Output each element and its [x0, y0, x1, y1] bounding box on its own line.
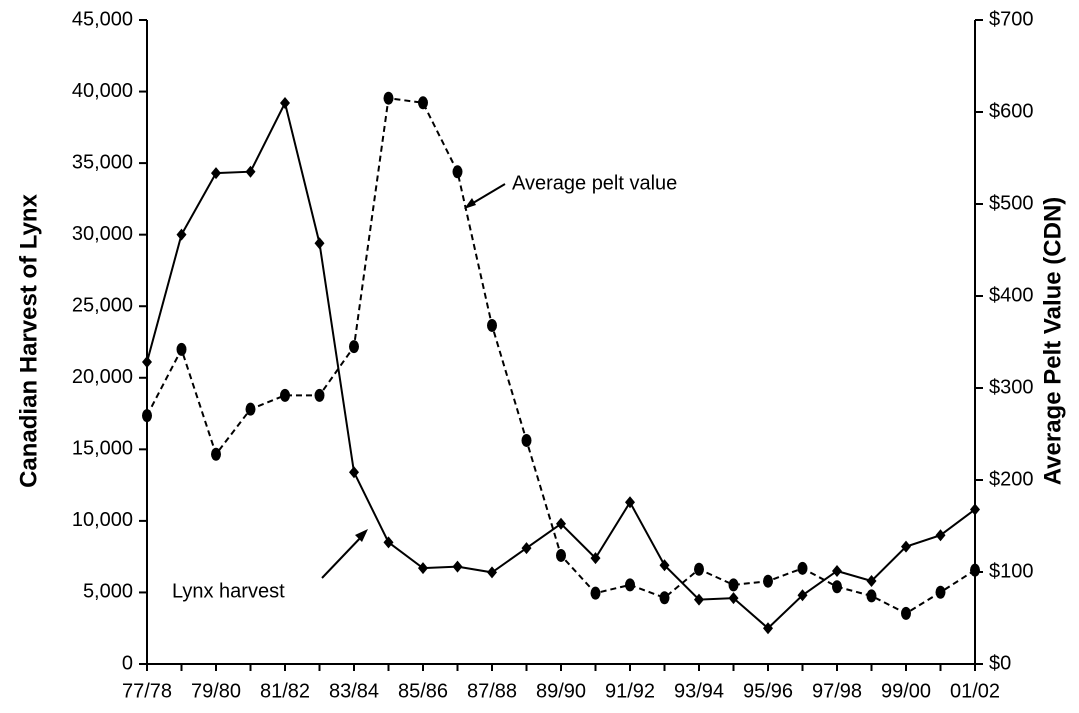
point — [797, 589, 808, 602]
point — [176, 228, 187, 241]
x-tick-label: 97/98 — [812, 680, 862, 702]
y2-tick-label: $0 — [989, 652, 1011, 674]
point — [452, 560, 463, 573]
point — [487, 566, 497, 579]
point — [901, 540, 911, 553]
annotation: Average pelt value — [512, 172, 677, 194]
y-tick-label: 45,000 — [72, 8, 133, 30]
x-tick-label: 01/02 — [950, 680, 1000, 702]
y2-axis-title: Average Pelt Value (CDN) — [1039, 197, 1066, 486]
y2-tick-label: $100 — [989, 560, 1034, 582]
y-tick-label: 0 — [122, 652, 133, 674]
point — [590, 552, 601, 565]
annotation-arrowhead — [355, 529, 368, 542]
point — [521, 433, 532, 447]
point — [176, 342, 187, 356]
point — [383, 536, 394, 549]
point — [866, 589, 877, 603]
point — [763, 574, 773, 588]
point — [487, 318, 497, 332]
point — [728, 592, 739, 605]
annotation-arrowhead — [464, 198, 476, 209]
point — [521, 542, 532, 555]
point — [211, 447, 221, 461]
point — [935, 529, 946, 542]
point — [728, 578, 739, 592]
point — [349, 340, 359, 354]
point — [556, 517, 566, 530]
point — [866, 574, 877, 587]
point — [349, 466, 359, 479]
point — [142, 356, 152, 369]
point — [901, 606, 911, 620]
annotation-arrow — [321, 533, 365, 579]
y-tick-label: 15,000 — [72, 438, 133, 460]
y-tick-label: 10,000 — [72, 509, 133, 531]
point — [832, 580, 842, 594]
y-tick-label: 35,000 — [72, 151, 133, 173]
y2-tick-label: $700 — [989, 8, 1034, 30]
y-tick-label: 30,000 — [72, 223, 133, 245]
x-tick-label: 91/92 — [605, 680, 655, 702]
point — [625, 496, 635, 509]
point — [245, 402, 256, 416]
point — [659, 591, 670, 605]
point — [452, 165, 463, 179]
y-tick-label: 25,000 — [72, 295, 133, 317]
y2-tick-label: $300 — [989, 376, 1034, 398]
point — [694, 593, 704, 606]
annotation: Lynx harvest — [172, 580, 285, 602]
y-axis-title: Canadian Harvest of Lynx — [15, 193, 42, 488]
y2-tick-label: $400 — [989, 284, 1034, 306]
point — [383, 91, 394, 105]
point — [970, 563, 980, 577]
x-tick-label: 89/90 — [536, 680, 586, 702]
point — [935, 585, 946, 599]
point — [418, 562, 428, 575]
y-tick-label: 5,000 — [83, 581, 133, 603]
point — [211, 167, 221, 180]
point — [590, 586, 601, 600]
y2-tick-label: $500 — [989, 192, 1034, 214]
point — [314, 388, 325, 402]
x-tick-label: 93/94 — [674, 680, 724, 702]
point — [142, 409, 152, 423]
point — [418, 96, 428, 110]
point — [280, 97, 290, 110]
x-tick-label: 85/86 — [398, 680, 448, 702]
point — [556, 548, 566, 562]
x-tick-label: 79/80 — [191, 680, 241, 702]
y2-tick-label: $200 — [989, 468, 1034, 490]
y2-tick-label: $600 — [989, 100, 1034, 122]
x-tick-label: 77/78 — [122, 680, 172, 702]
x-tick-label: 87/88 — [467, 680, 517, 702]
x-tick-label: 99/00 — [881, 680, 931, 702]
point — [625, 578, 635, 592]
point — [763, 622, 773, 635]
x-tick-label: 83/84 — [329, 680, 379, 702]
y-tick-label: 20,000 — [72, 366, 133, 388]
point — [694, 562, 704, 576]
y-tick-label: 40,000 — [72, 80, 133, 102]
point — [832, 564, 842, 577]
point — [659, 559, 670, 572]
point — [797, 561, 808, 575]
point — [970, 503, 980, 516]
point — [280, 388, 290, 402]
point — [314, 237, 325, 250]
x-tick-label: 95/96 — [743, 680, 793, 702]
point — [245, 165, 256, 178]
x-tick-label: 81/82 — [260, 680, 310, 702]
